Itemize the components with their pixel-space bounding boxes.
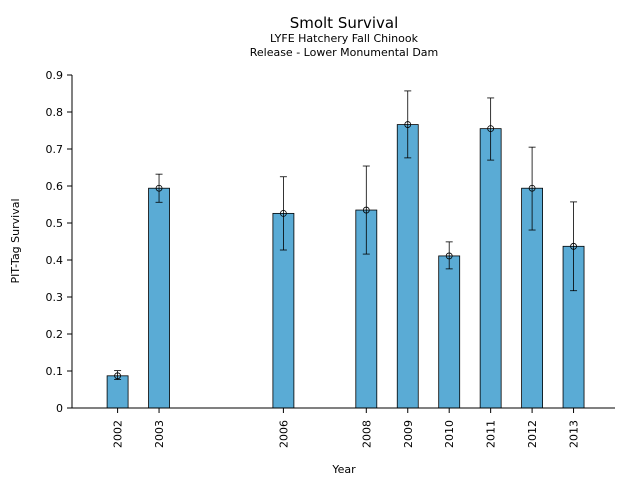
point-2013 [570,242,577,250]
x-tick-label-2002: 2002 [112,420,125,448]
bar-2002 [106,375,129,409]
chart-title: Smolt Survival [290,14,399,32]
x-tick-label-2011: 2011 [485,420,498,448]
y-ticks-group: 0 0.1 0.2 0.3 0.4 0.5 0.6 0.7 0.8 0.9 [46,69,72,415]
x-ticks-group: 2002 2003 2006 2008 2009 2010 2011 2012 2013 [112,408,581,448]
y-tick-label-0.4: 0.4 [46,254,64,267]
point-2011 [487,125,495,133]
y-tick-label-0.1: 0.1 [46,365,64,378]
x-tick-label-2008: 2008 [360,420,373,448]
bar-2010 [438,255,461,409]
x-tick-label-2010: 2010 [443,420,456,448]
point-2008 [362,206,370,214]
point-2006 [279,209,287,217]
x-axis-label: Year [331,463,356,476]
y-tick-label-0.3: 0.3 [46,291,64,304]
x-tick-label-2006: 2006 [277,420,290,448]
point-2012 [528,184,536,192]
y-tick-label-0.6: 0.6 [46,180,64,193]
y-tick-label-0.5: 0.5 [46,217,64,230]
y-tick-label-0.9: 0.9 [46,69,64,82]
x-tick-label-2013: 2013 [568,420,581,448]
y-axis-label: PIT-Tag Survival [9,198,22,283]
error-bars-group [114,90,578,380]
point-2009 [404,121,412,128]
bar-2011 [479,128,502,409]
y-tick-label-0.8: 0.8 [46,106,64,119]
point-2002 [114,372,121,380]
x-tick-label-2003: 2003 [153,420,166,448]
y-tick-label-0.2: 0.2 [46,328,64,341]
bar-2009 [396,124,419,409]
x-tick-label-2009: 2009 [402,420,415,448]
point-2003 [155,184,163,192]
point-2010 [445,252,453,260]
chart-subtitle-line-2: Release - Lower Monumental Dam [250,46,439,59]
y-tick-label-0.7: 0.7 [46,143,64,156]
x-tick-label-2012: 2012 [526,420,539,448]
chart-subtitle-line-1: LYFE Hatchery Fall Chinook [270,32,419,45]
bars-group [106,124,585,409]
y-tick-label-0: 0 [56,402,63,415]
bar-2003 [148,187,170,409]
